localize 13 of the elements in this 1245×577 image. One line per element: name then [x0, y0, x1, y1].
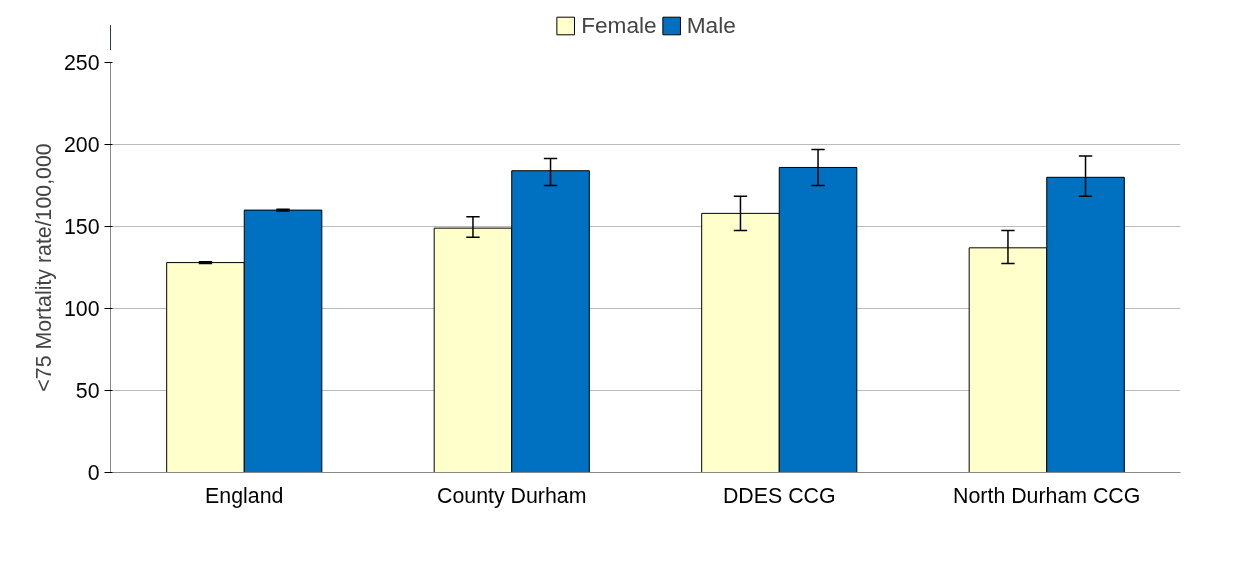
x-tick-label: North Durham CCG [953, 483, 1141, 508]
y-tick-label: 150 [63, 215, 100, 239]
y-axis-title: <75 Mortality rate/100,000 [31, 143, 56, 392]
x-tick-label: England [205, 483, 284, 508]
legend-label: Male [686, 11, 736, 39]
y-tick-label: 0 [87, 461, 100, 485]
y-tick-label: 200 [63, 133, 100, 157]
y-tick-label: 100 [63, 297, 100, 321]
y-tick-label: 250 [63, 51, 100, 75]
y-tick-label: 50 [75, 379, 100, 403]
x-tick-label: DDES CCG [722, 483, 836, 508]
legend-label: Female [581, 11, 657, 39]
x-tick-label: County Durham [437, 483, 587, 508]
